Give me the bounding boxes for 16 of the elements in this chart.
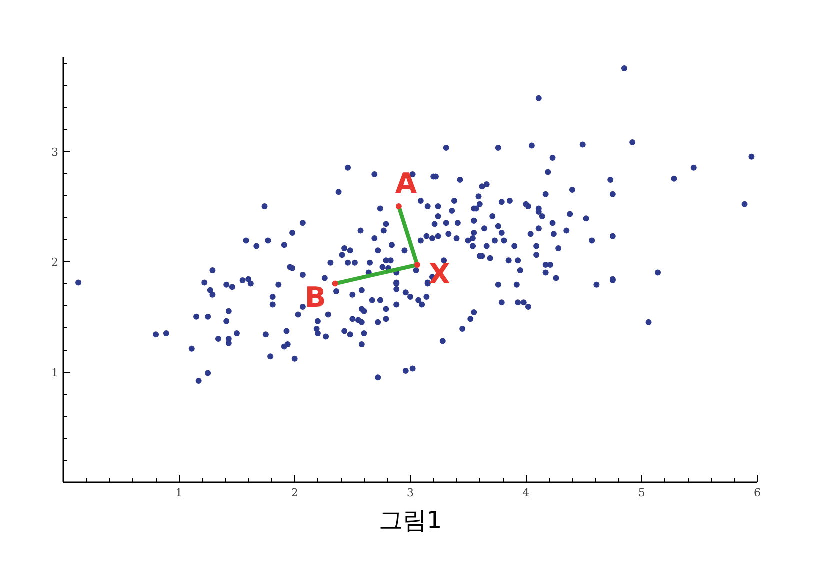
annotation: X <box>428 258 451 291</box>
point <box>332 280 338 287</box>
annotation: A <box>395 167 418 200</box>
x-tick-label: 3 <box>407 486 414 500</box>
point <box>414 262 420 268</box>
y-tick-label: 2 <box>52 256 58 270</box>
caption: 그림1 <box>378 506 442 534</box>
x-tick-label: 2 <box>291 486 298 500</box>
y-tick-label: 3 <box>52 146 58 159</box>
point <box>396 204 402 210</box>
x-tick-label: 6 <box>754 486 761 500</box>
x-tick-label: 5 <box>638 486 646 500</box>
annotation: B <box>304 280 326 314</box>
x-tick-label: 1 <box>176 486 183 500</box>
x-tick-label: 4 <box>522 486 530 500</box>
y-tick-label: 1 <box>52 366 58 380</box>
